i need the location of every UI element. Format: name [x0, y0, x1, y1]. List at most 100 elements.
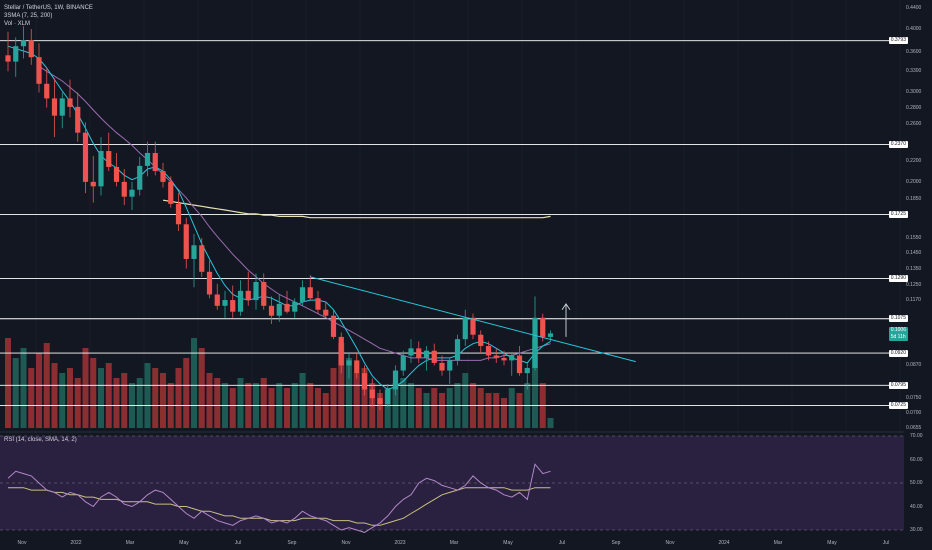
candle-body — [299, 287, 306, 302]
candle-body — [524, 367, 530, 374]
candle-body — [214, 294, 220, 306]
rsi-legend[interactable]: RSI (14, close, SMA, 14, 2) — [4, 436, 81, 444]
candle-body — [5, 55, 11, 62]
price-axis-label: 0.1170 — [906, 297, 921, 304]
volume-bar — [493, 393, 500, 428]
volume-bar — [121, 373, 128, 428]
price-axis-label: 0.0655 — [906, 425, 922, 431]
price-axis-label: 0.2600 — [906, 121, 922, 127]
volume-bar — [198, 348, 205, 428]
candle-body — [276, 303, 282, 316]
candle-body — [493, 355, 499, 358]
rsi-axis-label: 30.00 — [910, 527, 923, 533]
price-axis-label: 0.2000 — [906, 178, 922, 185]
volume-bar — [67, 368, 73, 428]
price-axis-label: 0.1450 — [906, 249, 922, 256]
candle-body — [175, 203, 182, 225]
candle-body — [485, 346, 492, 356]
volume-bar — [36, 353, 42, 428]
level-price-tag: 0.0795 — [888, 381, 908, 389]
volume-bar — [74, 378, 81, 428]
time-axis-label: Mar — [449, 540, 459, 546]
candle-body — [67, 98, 73, 107]
volume-bar — [377, 393, 383, 428]
time-axis-label: Nov — [341, 540, 351, 546]
symbol-title: Stellar / TetherUS, 1W, BINANCE — [4, 5, 93, 11]
volume-bar — [423, 393, 430, 428]
volume-bar — [330, 368, 337, 428]
candle-body — [230, 300, 236, 312]
candle-body — [470, 317, 476, 335]
volume-bar — [299, 373, 306, 428]
candle-body — [408, 348, 414, 356]
time-axis-label: Sep — [611, 540, 621, 546]
symbol-legend[interactable]: Stellar / TetherUS, 1W, BINANCE — [4, 4, 97, 12]
volume-bar — [229, 388, 236, 428]
candle-body — [431, 350, 437, 363]
ma-legend[interactable]: 3SMA (7, 25, 200) — [4, 12, 56, 20]
time-axis-label: May — [179, 540, 189, 546]
candle-body — [59, 98, 65, 116]
time-axis-label: Jul — [882, 540, 890, 546]
candle-body — [400, 355, 406, 371]
volume-bar — [322, 393, 329, 428]
level-price-tag: 0.1290 — [888, 275, 908, 283]
time-axis-label: Mar — [125, 540, 135, 546]
candle-body — [330, 315, 337, 337]
candle-body — [369, 389, 375, 399]
level-price-tag: 0.0920 — [888, 349, 908, 357]
rsi-legend-label: RSI (14, close, SMA, 14, 2) — [4, 437, 77, 443]
volume-bar — [98, 368, 104, 428]
time-axis-label: Nov — [665, 540, 675, 546]
time-axis-label: Mar — [773, 540, 783, 546]
volume-bar — [191, 338, 197, 428]
candle-body — [392, 370, 399, 390]
volume-bar — [237, 378, 244, 428]
candle-body — [253, 281, 259, 301]
time-axis-label: 2024 — [718, 540, 730, 546]
rsi-line — [7, 463, 551, 533]
volume-bar — [5, 338, 11, 428]
volume-bar — [516, 393, 523, 428]
candle-body — [261, 281, 267, 306]
candle-body — [245, 290, 251, 301]
candle-body — [292, 301, 298, 312]
volume-bar — [105, 363, 112, 428]
candle-body — [377, 398, 383, 405]
time-axis-label: Sep — [287, 540, 297, 546]
volume-bar — [315, 388, 321, 428]
candle-body — [44, 83, 50, 99]
volume-bar — [136, 378, 143, 428]
candle-body — [152, 152, 158, 172]
price-axis-label: 0.3300 — [906, 68, 922, 75]
horizontal-levels — [0, 40, 904, 407]
rsi-pane — [0, 431, 904, 533]
rsi-axis-label: 70.00 — [910, 433, 923, 439]
candle-body — [509, 355, 515, 361]
candle-body — [423, 350, 430, 358]
volume-bar — [346, 358, 352, 428]
candle-body — [106, 151, 112, 167]
time-axis-label: Jul — [234, 540, 242, 546]
level-price-tag: 0.3793 — [888, 37, 908, 45]
last-price-value: 0.1006 — [890, 327, 906, 333]
price-axis-label: 0.3600 — [906, 49, 922, 56]
candle-body — [137, 165, 143, 190]
candle-body — [385, 389, 391, 405]
volume-bar — [144, 363, 151, 428]
ma-slow-line — [162, 199, 551, 219]
candle-body — [36, 57, 42, 84]
candle-body — [75, 106, 81, 133]
volume-legend[interactable]: Vol · XLM — [4, 20, 34, 28]
trendline — [310, 276, 636, 363]
candle-body — [338, 336, 344, 366]
volume-bar — [82, 348, 89, 428]
candle-body — [13, 46, 19, 62]
candle-body — [237, 290, 244, 312]
candle-body — [516, 355, 523, 374]
price-axis-label: 0.4400 — [906, 5, 922, 11]
candle-body — [121, 181, 127, 197]
volume-bar — [260, 378, 267, 428]
